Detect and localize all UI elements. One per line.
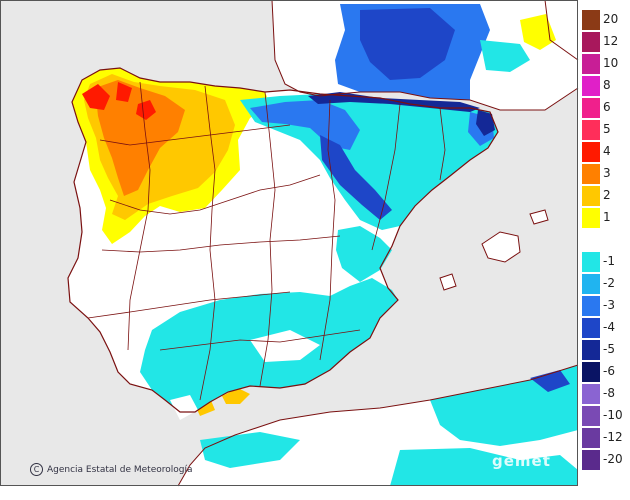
legend-label: 6 xyxy=(603,100,611,114)
legend-swatch xyxy=(582,296,600,316)
legend-item: -12 xyxy=(582,428,628,448)
anomaly-minus3-northeast xyxy=(250,100,494,150)
legend-label: 2 xyxy=(603,188,611,202)
legend-swatch xyxy=(582,318,600,338)
anomaly-minus4-ebro xyxy=(320,135,392,220)
legend-item: 1 xyxy=(582,208,628,228)
legend-swatch xyxy=(582,428,600,448)
legend-swatch xyxy=(582,384,600,404)
france-border xyxy=(271,0,579,111)
legend-item xyxy=(582,230,628,250)
island-mallorca xyxy=(481,231,521,263)
anomaly-minus4-africa xyxy=(530,370,570,392)
legend-swatch xyxy=(582,54,600,74)
legend-item: 20 xyxy=(582,10,628,30)
legend-item: 2 xyxy=(582,186,628,206)
legend-label: -8 xyxy=(603,386,615,400)
legend-label: 8 xyxy=(603,78,611,92)
credit-text: Agencia Estatal de Meteorología xyxy=(47,464,193,475)
legend-label: -3 xyxy=(603,298,615,312)
legend-label: -2 xyxy=(603,276,615,290)
legend-item: 8 xyxy=(582,76,628,96)
legend-swatch xyxy=(582,340,600,360)
legend-label: -20 xyxy=(603,452,623,466)
africa-coastline xyxy=(177,364,579,487)
legend-item: -4 xyxy=(582,318,628,338)
legend-label: -1 xyxy=(603,254,615,268)
legend-swatch xyxy=(582,252,600,272)
anomaly-plus3-region xyxy=(95,80,185,196)
legend-label: -10 xyxy=(603,408,623,422)
legend-swatch xyxy=(582,120,600,140)
legend-swatch xyxy=(582,230,600,250)
legend-item: 12 xyxy=(582,32,628,52)
legend-item: 6 xyxy=(582,98,628,118)
legend-item: -10 xyxy=(582,406,628,426)
legend-item: -3 xyxy=(582,296,628,316)
legend-swatch xyxy=(582,32,600,52)
anomaly-minus1-france xyxy=(480,40,530,72)
legend-item: -1 xyxy=(582,252,628,272)
legend-label: 1 xyxy=(603,210,611,224)
legend-label: 3 xyxy=(603,166,611,180)
copyright-icon: C xyxy=(30,463,43,476)
legend-label: -4 xyxy=(603,320,615,334)
legend-label: 10 xyxy=(603,56,619,70)
anomaly-plus4-region xyxy=(82,82,156,120)
legend-item: -5 xyxy=(582,340,628,360)
legend-label: 4 xyxy=(603,144,611,158)
legend-item: -20 xyxy=(582,450,628,470)
legend-label: 20 xyxy=(603,12,619,26)
legend-item: -8 xyxy=(582,384,628,404)
legend-item: -6 xyxy=(582,362,628,382)
anomaly-minus5-pyrenees xyxy=(308,92,495,136)
legend-swatch xyxy=(582,208,600,228)
watermark-logo: gemet xyxy=(492,452,551,470)
legend-label: -5 xyxy=(603,342,615,356)
legend-label: 12 xyxy=(603,34,619,48)
legend-item: 10 xyxy=(582,54,628,74)
france-italy-border xyxy=(544,0,579,61)
legend-label: 5 xyxy=(603,122,611,136)
legend-swatch xyxy=(582,186,600,206)
province-borders xyxy=(87,81,446,401)
map-frame xyxy=(0,0,578,486)
legend-swatch xyxy=(582,450,600,470)
legend-swatch xyxy=(582,10,600,30)
legend-item: -2 xyxy=(582,274,628,294)
anomaly-minus4-france xyxy=(360,8,455,80)
anomaly-minus1-east xyxy=(336,226,392,282)
legend-swatch xyxy=(582,98,600,118)
legend-swatch xyxy=(582,164,600,184)
anomaly-minus1-algeria xyxy=(390,448,578,486)
anomaly-minus1-morocco xyxy=(200,432,300,468)
anomaly-plus1-france xyxy=(520,14,556,50)
legend-swatch xyxy=(582,406,600,426)
legend-swatch xyxy=(582,274,600,294)
legend-item: 3 xyxy=(582,164,628,184)
legend-label: -6 xyxy=(603,364,615,378)
legend-swatch xyxy=(582,142,600,162)
credit-line: C Agencia Estatal de Meteorología xyxy=(30,463,193,476)
coastline xyxy=(67,67,499,413)
legend-item: 4 xyxy=(582,142,628,162)
legend-item: 5 xyxy=(582,120,628,140)
anomaly-minus1-northeast xyxy=(240,94,498,230)
legend-swatch xyxy=(582,76,600,96)
legend-swatch xyxy=(582,362,600,382)
island-ibiza xyxy=(439,273,457,291)
island-menorca xyxy=(529,209,549,225)
anomaly-neutral-south xyxy=(170,330,320,420)
legend-label: -12 xyxy=(603,430,623,444)
anomaly-warm-south xyxy=(195,388,250,416)
